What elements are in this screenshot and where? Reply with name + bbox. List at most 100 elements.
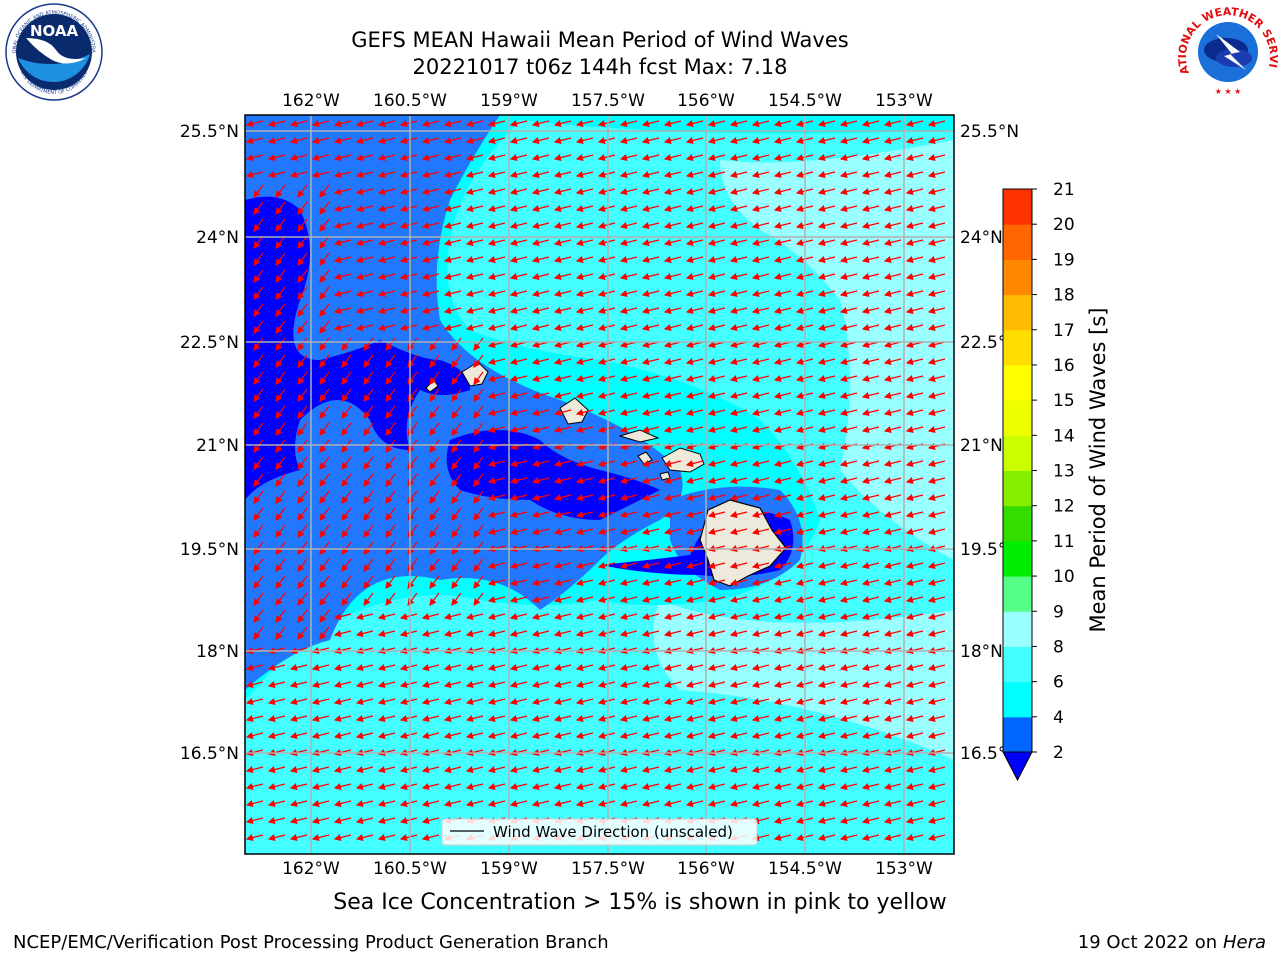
wave-arrow — [531, 188, 550, 196]
wave-arrow — [861, 494, 880, 502]
wave-arrow — [443, 256, 462, 264]
wave-arrow — [883, 409, 902, 417]
wave-arrow — [597, 239, 616, 247]
wave-arrow — [619, 528, 638, 536]
wave-arrow — [729, 256, 748, 264]
wave-arrow — [509, 120, 528, 128]
wave-arrow — [751, 273, 770, 281]
colorbar-tick-label: 18 — [1053, 286, 1075, 306]
wave-arrow — [619, 222, 638, 230]
wave-arrow — [729, 120, 748, 128]
wave-arrow — [553, 154, 572, 162]
wave-arrow — [275, 388, 286, 402]
wave-arrow — [473, 388, 484, 402]
wave-arrow — [275, 609, 286, 623]
wave-arrow — [597, 120, 616, 128]
wave-arrow — [385, 371, 396, 385]
wave-arrow — [487, 205, 506, 213]
wave-arrow — [773, 528, 792, 536]
wave-arrow — [451, 422, 462, 436]
wave-arrow — [751, 596, 770, 604]
wave-arrow — [451, 592, 462, 606]
colorbar-tick-label: 9 — [1053, 602, 1064, 622]
wave-arrow — [773, 613, 792, 621]
wave-arrow — [729, 477, 748, 485]
colorbar-tick-label: 11 — [1053, 532, 1075, 552]
wave-arrow — [641, 528, 660, 536]
wave-arrow — [839, 494, 858, 502]
wave-arrow — [341, 507, 352, 521]
wave-arrow — [311, 137, 330, 145]
wave-arrow — [773, 596, 792, 604]
wave-arrow — [531, 596, 550, 604]
wave-arrow — [817, 562, 836, 570]
wave-arrow — [641, 137, 660, 145]
wave-arrow — [575, 613, 594, 621]
wave-arrow — [663, 307, 682, 315]
wave-arrow — [685, 477, 704, 485]
wave-arrow — [509, 154, 528, 162]
wave-arrow — [443, 188, 462, 196]
wave-arrow — [641, 358, 660, 366]
wave-arrow — [707, 239, 726, 247]
wave-arrow — [817, 426, 836, 434]
wave-arrow — [839, 426, 858, 434]
wave-arrow — [619, 256, 638, 264]
wave-arrow — [443, 273, 462, 281]
wave-arrow — [773, 239, 792, 247]
wave-arrow — [275, 286, 286, 300]
wave-arrow — [341, 558, 352, 572]
wave-arrow — [663, 358, 682, 366]
wave-arrow — [421, 205, 440, 213]
wave-arrow — [927, 137, 946, 145]
wave-arrow — [275, 405, 286, 419]
wave-arrow — [905, 596, 924, 604]
wave-arrow — [275, 575, 286, 589]
wave-arrow — [531, 154, 550, 162]
wave-arrow — [531, 239, 550, 247]
wave-arrow — [663, 256, 682, 264]
wave-arrow — [319, 235, 330, 249]
wave-arrow — [751, 222, 770, 230]
wave-arrow — [509, 256, 528, 264]
wave-arrow — [663, 392, 682, 400]
wave-arrow — [905, 426, 924, 434]
wave-arrow — [751, 358, 770, 366]
wave-arrow — [575, 392, 594, 400]
wave-arrow — [619, 426, 638, 434]
wave-arrow — [575, 120, 594, 128]
wave-arrow — [575, 409, 594, 417]
wave-arrow — [355, 171, 374, 179]
wave-arrow — [575, 307, 594, 315]
wave-arrow — [531, 324, 550, 332]
colorbar-segment — [1003, 435, 1032, 471]
lonTop-1: 160.5°W — [373, 91, 447, 111]
wave-arrow — [253, 337, 264, 351]
wave-arrow — [377, 171, 396, 179]
period-field-8-9-south — [653, 600, 954, 760]
colorbar-segment — [1003, 611, 1032, 647]
wave-arrow — [473, 439, 484, 453]
wave-arrow — [333, 222, 352, 230]
wave-arrow — [905, 120, 924, 128]
wave-arrow — [275, 490, 286, 504]
wave-arrow — [473, 558, 484, 572]
wave-arrow — [297, 609, 308, 623]
wave-arrow — [267, 137, 286, 145]
wave-arrow — [297, 507, 308, 521]
wave-arrow — [685, 596, 704, 604]
wave-arrow — [297, 524, 308, 538]
wave-arrow — [253, 473, 264, 487]
wave-arrow — [473, 473, 484, 487]
wave-arrow — [927, 562, 946, 570]
wave-arrow — [429, 456, 440, 470]
wave-arrow — [883, 426, 902, 434]
kahoolawe-island — [659, 471, 671, 481]
wave-arrow — [487, 222, 506, 230]
wave-arrow — [729, 579, 748, 587]
nws-logo: NATIONAL WEATHER SERVICE ★ ★ ★ — [1178, 0, 1278, 98]
wave-arrow — [861, 205, 880, 213]
wave-arrow — [641, 307, 660, 315]
wave-arrow — [575, 188, 594, 196]
wave-arrow — [275, 218, 286, 232]
